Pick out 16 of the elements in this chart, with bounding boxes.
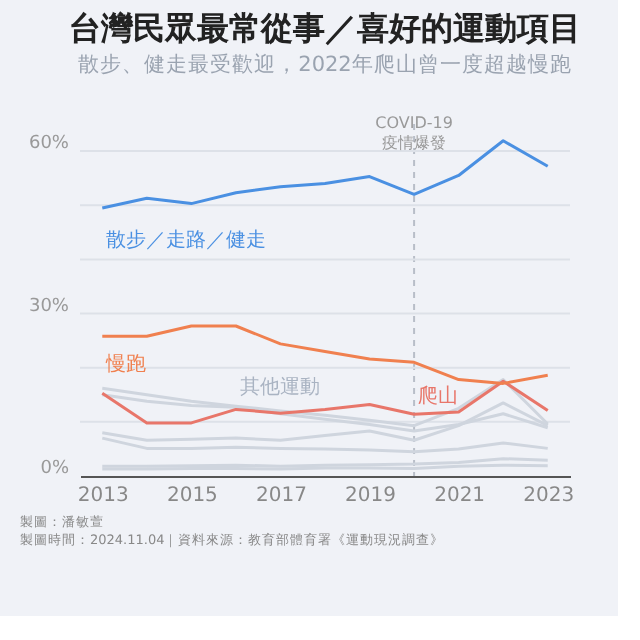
series-label: 慢跑 <box>104 352 147 377</box>
x-tick-label: 2017 <box>256 485 307 507</box>
series-label: 爬山 <box>418 384 459 409</box>
x-tick-label: 2013 <box>77 485 129 507</box>
y-tick-label: 60% <box>28 134 70 155</box>
x-tick-label: 2023 <box>523 485 575 507</box>
chart-subtitle: 散步、健走最受歡迎，2022年爬山曾一度超越慢跑 <box>78 51 572 77</box>
series-label: 散步／走路／健走 <box>106 227 267 252</box>
y-tick-label: 0% <box>40 459 70 479</box>
x-tick-label: 2015 <box>166 485 218 507</box>
y-tick-label: 30% <box>28 296 70 317</box>
x-tick-label: 2021 <box>434 485 486 507</box>
x-tick-label: 2019 <box>345 485 396 507</box>
ref-line-label: COVID-19 疫情爆發 <box>375 114 453 152</box>
chart-title: 台灣民眾最常從事／喜好的運動項目 <box>69 9 581 47</box>
series-label: 其他運動 <box>240 375 321 400</box>
